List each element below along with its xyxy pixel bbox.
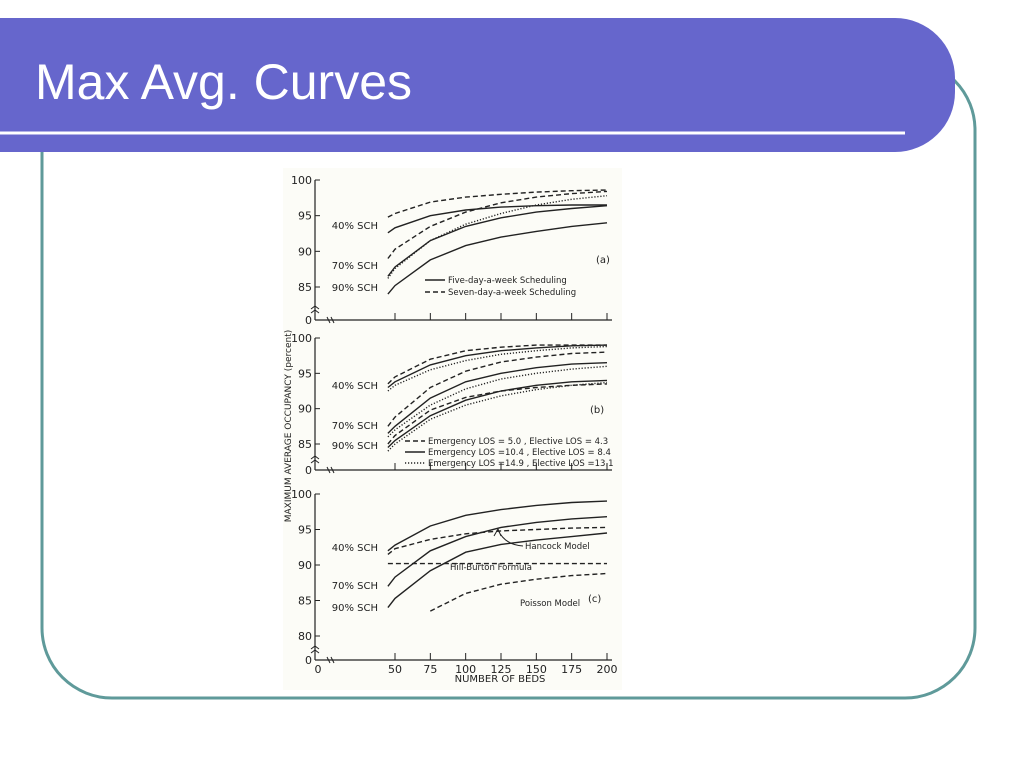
x-tick-label: 75 bbox=[423, 663, 437, 676]
curve-name: Hill-Burton Formula bbox=[450, 563, 532, 573]
y-tick-label: 0 bbox=[305, 314, 312, 327]
legend-label: Emergency LOS =10.4 , Elective LOS = 8.4 bbox=[428, 448, 611, 458]
x-axis-title: NUMBER OF BEDS bbox=[455, 674, 546, 685]
y-tick-label: 95 bbox=[298, 367, 312, 380]
figure-background bbox=[283, 168, 622, 690]
curve-label: 40% SCH bbox=[332, 381, 378, 392]
slide-title: Max Avg. Curves bbox=[35, 54, 412, 110]
curve-label: 90% SCH bbox=[332, 603, 378, 614]
curve bbox=[387, 379, 608, 448]
legend-label: Seven-day-a-week Scheduling bbox=[448, 288, 576, 298]
curve-label: 70% SCH bbox=[332, 421, 378, 432]
x-tick-label: 100 bbox=[455, 663, 476, 676]
curve bbox=[387, 204, 607, 234]
curve bbox=[387, 222, 608, 295]
y-tick-label: 0 bbox=[305, 654, 312, 667]
legend-label: Emergency LOS =14.9 , Elective LOS =13.1 bbox=[428, 459, 614, 469]
figure: 0 85 90 95 100 40% SCH 70% SCH 90% SCH (a) Five-d… bbox=[284, 174, 618, 685]
x-tick-label: 175 bbox=[561, 663, 582, 676]
panel-label: (a) bbox=[596, 255, 610, 266]
curve bbox=[387, 500, 608, 552]
panel-label: (b) bbox=[590, 405, 604, 416]
y-tick-label: 100 bbox=[291, 332, 312, 345]
curve bbox=[387, 362, 608, 434]
axis-break bbox=[310, 645, 335, 664]
curve-label: 40% SCH bbox=[332, 543, 378, 554]
x-tick-label: 50 bbox=[388, 663, 402, 676]
curve bbox=[429, 572, 608, 612]
curve bbox=[387, 351, 608, 427]
x-tick-label: 150 bbox=[526, 663, 547, 676]
curve bbox=[387, 526, 608, 555]
title-bar bbox=[0, 18, 955, 152]
y-tick-label: 90 bbox=[298, 403, 312, 416]
curve bbox=[387, 344, 607, 385]
curve-label: 40% SCH bbox=[332, 221, 378, 232]
y-tick-label: 95 bbox=[298, 210, 312, 223]
y-tick-label: 85 bbox=[298, 595, 312, 608]
y-tick-label: 85 bbox=[298, 438, 312, 451]
panel-label: (c) bbox=[588, 594, 601, 605]
curve-label: 70% SCH bbox=[332, 581, 378, 592]
curve bbox=[387, 383, 608, 445]
y-tick-label: 85 bbox=[298, 281, 312, 294]
curve bbox=[387, 189, 608, 218]
legend-label: Five-day-a-week Scheduling bbox=[448, 276, 567, 286]
axis-break bbox=[310, 455, 335, 474]
y-tick-label: 0 bbox=[305, 464, 312, 477]
curve bbox=[387, 345, 608, 392]
curve bbox=[387, 532, 608, 609]
legend-label: Emergency LOS = 5.0 , Elective LOS = 4.3 bbox=[428, 437, 608, 447]
y-tick-label: 100 bbox=[291, 174, 312, 187]
curve-name: Hancock Model bbox=[525, 542, 590, 552]
curve-label: 90% SCH bbox=[332, 283, 378, 294]
curve-label: 70% SCH bbox=[332, 261, 378, 272]
x-tick-label: 200 bbox=[597, 663, 618, 676]
y-tick-label: 80 bbox=[298, 630, 312, 643]
y-tick-label: 90 bbox=[298, 245, 312, 258]
x-tick-label: 125 bbox=[491, 663, 512, 676]
curve bbox=[387, 190, 608, 259]
curve-label: 90% SCH bbox=[332, 441, 378, 452]
y-tick-label: 90 bbox=[298, 559, 312, 572]
annotation-arrow bbox=[493, 527, 524, 547]
x-tick-label: 0 bbox=[315, 663, 322, 676]
y-tick-label: 95 bbox=[298, 524, 312, 537]
curve bbox=[387, 344, 608, 389]
axis-break bbox=[310, 305, 335, 324]
y-axis-title: MAXIMUM AVERAGE OCCUPANCY (percent) bbox=[284, 330, 294, 523]
curve-name: Poisson Model bbox=[520, 599, 580, 609]
y-tick-label: 100 bbox=[291, 488, 312, 501]
curve bbox=[387, 205, 608, 277]
curve bbox=[387, 195, 608, 279]
